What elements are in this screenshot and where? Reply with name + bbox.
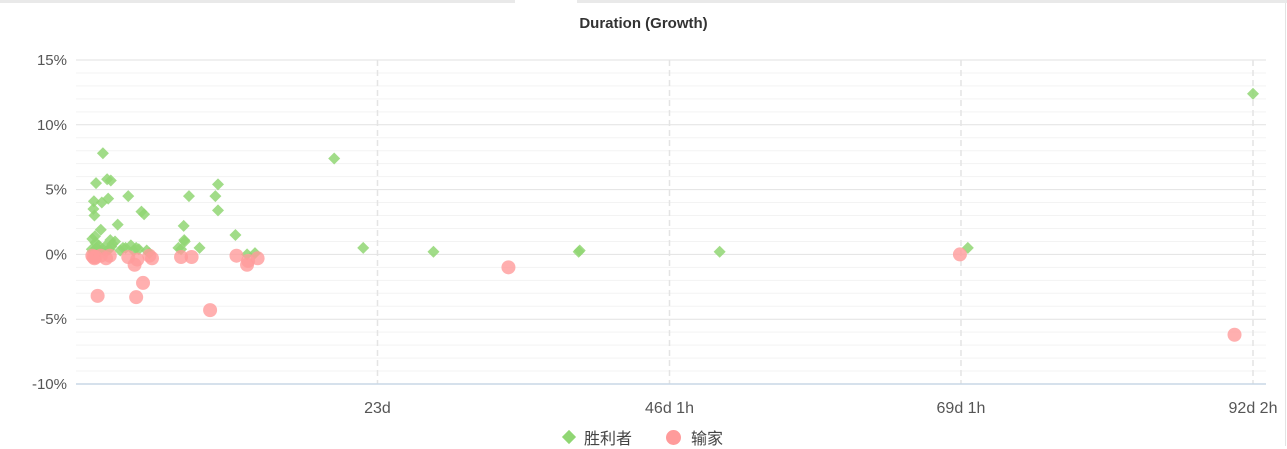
vertical-gridlines [376, 60, 1254, 384]
loser-point[interactable] [90, 288, 105, 303]
loser-point[interactable] [501, 260, 516, 275]
y-tick-label: 5% [45, 182, 67, 199]
legend-item-losers[interactable]: 输家 [666, 425, 723, 449]
x-tick-label: 46d 1h [645, 400, 694, 417]
chart-title: Duration (Growth) [579, 15, 708, 32]
x-tick-label: 23d [364, 400, 391, 417]
winner-point[interactable] [177, 219, 190, 232]
winner-point[interactable] [88, 209, 101, 222]
x-tick-label: 92d 2h [1229, 400, 1278, 417]
winner-point[interactable] [427, 245, 440, 258]
y-axis-ticks: 15% 10% 5% 0% -5% -10% [32, 52, 67, 393]
top-border [0, 0, 1287, 3]
loser-point[interactable] [129, 290, 144, 305]
active-tab-notch [515, 0, 577, 3]
winner-point[interactable] [90, 177, 103, 190]
y-tick-label: 0% [45, 246, 67, 263]
y-tick-label: 10% [37, 117, 67, 134]
loser-point[interactable] [229, 248, 244, 263]
minor-gridlines [76, 72, 1266, 372]
winner-point[interactable] [178, 235, 191, 248]
legend-item-winners[interactable]: 胜利者 [561, 425, 632, 449]
y-tick-label: -5% [40, 311, 67, 328]
winner-point[interactable] [713, 245, 726, 258]
winner-point[interactable] [193, 241, 206, 254]
diamond-icon [561, 429, 577, 445]
legend-label-winners: 胜利者 [583, 431, 632, 448]
winner-point[interactable] [102, 192, 115, 205]
winner-point[interactable] [122, 190, 135, 203]
x-tick-label: 69d 1h [937, 400, 986, 417]
winner-point[interactable] [111, 218, 124, 231]
data-points [85, 87, 1259, 342]
loser-point[interactable] [184, 249, 199, 264]
y-tick-label: 15% [37, 52, 67, 69]
loser-point[interactable] [952, 247, 967, 262]
winner-point[interactable] [229, 228, 242, 241]
winner-point[interactable] [87, 195, 100, 208]
legend-label-losers: 输家 [691, 431, 724, 448]
loser-point[interactable] [130, 252, 145, 267]
loser-point[interactable] [174, 249, 189, 264]
winner-point[interactable] [104, 174, 117, 187]
winner-point[interactable] [182, 190, 195, 203]
loser-point[interactable] [1227, 327, 1242, 342]
winner-point[interactable] [573, 244, 586, 257]
winner-point[interactable] [357, 241, 370, 254]
x-axis-ticks: 23d 46d 1h 69d 1h 92d 2h [364, 400, 1277, 417]
loser-point[interactable] [102, 248, 117, 263]
winner-point[interactable] [209, 190, 222, 203]
winner-point[interactable] [96, 147, 109, 160]
loser-point[interactable] [203, 303, 218, 318]
winner-point[interactable] [132, 243, 145, 256]
winner-point[interactable] [328, 152, 341, 165]
winner-point[interactable] [1247, 87, 1259, 100]
winner-point[interactable] [94, 223, 107, 236]
winner-point[interactable] [212, 204, 225, 217]
y-tick-label: -10% [32, 376, 67, 393]
winner-point[interactable] [138, 208, 151, 221]
major-gridlines [76, 59, 1266, 320]
panel-right-border [1285, 3, 1286, 446]
loser-point[interactable] [250, 251, 265, 266]
winner-point[interactable] [212, 178, 225, 191]
loser-point[interactable] [145, 251, 160, 266]
loser-point[interactable] [136, 275, 151, 290]
winner-point[interactable] [109, 235, 122, 248]
circle-icon [666, 429, 681, 445]
legend: 胜利者 输家 [0, 425, 1287, 449]
